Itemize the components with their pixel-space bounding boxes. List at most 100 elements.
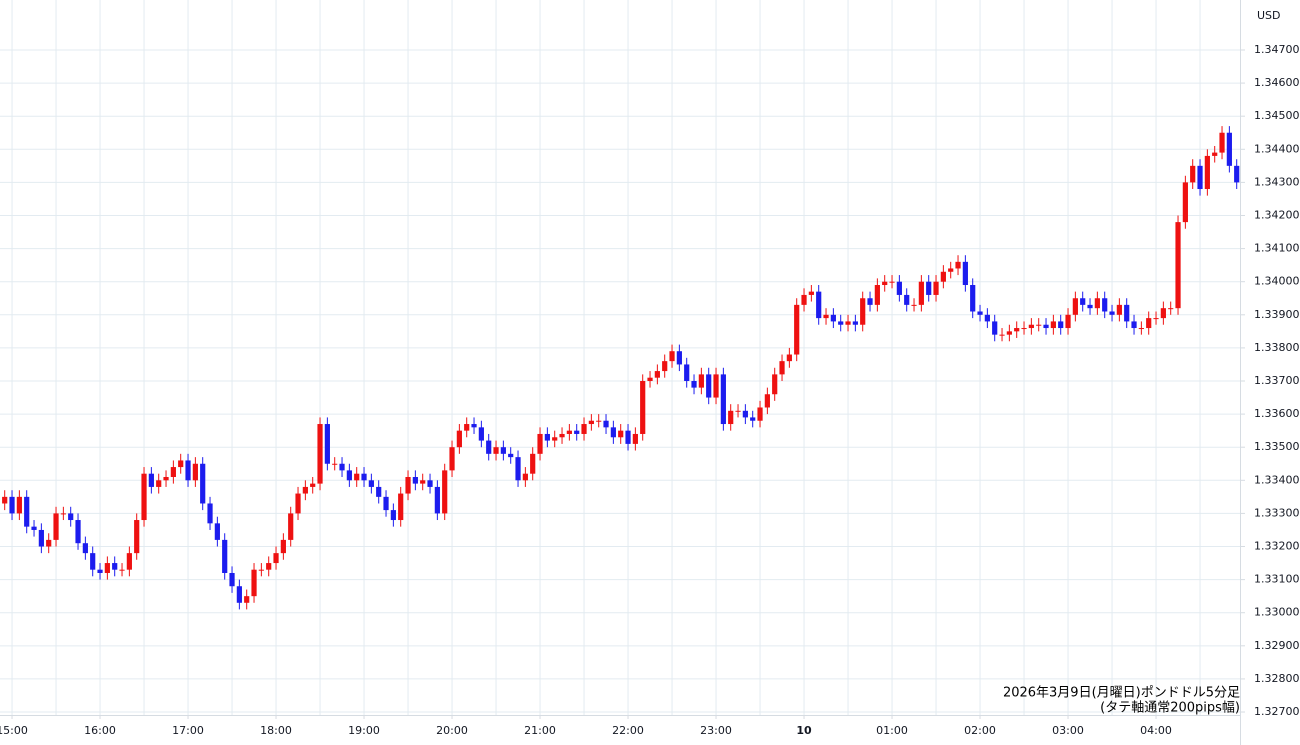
candle-body bbox=[148, 473, 154, 487]
candle-body bbox=[126, 553, 132, 570]
candle-body bbox=[405, 476, 411, 494]
candle-body bbox=[603, 420, 609, 428]
candle-body bbox=[1197, 165, 1203, 190]
candle-body bbox=[119, 569, 125, 571]
candle-body bbox=[412, 476, 418, 484]
x-tick-label: 03:00 bbox=[1052, 724, 1084, 737]
candle-body bbox=[889, 281, 895, 283]
candle-body bbox=[38, 529, 44, 547]
candle-body bbox=[1094, 298, 1100, 309]
candle-body bbox=[522, 473, 528, 481]
candle-body bbox=[823, 314, 829, 319]
candle-body bbox=[882, 281, 888, 286]
candle-body bbox=[24, 496, 30, 527]
candle-body bbox=[1182, 182, 1188, 223]
candle-body bbox=[581, 424, 587, 434]
y-tick-label: 1.33300 bbox=[1254, 506, 1300, 519]
candle-body bbox=[530, 453, 536, 474]
candle-body bbox=[456, 430, 462, 448]
candle-body bbox=[845, 321, 851, 325]
y-tick-label: 1.33000 bbox=[1254, 606, 1300, 619]
candle-body bbox=[346, 470, 352, 481]
candle-body bbox=[757, 407, 763, 421]
candle-body bbox=[874, 285, 880, 305]
candle-body bbox=[625, 430, 631, 444]
candle-body bbox=[918, 281, 924, 305]
candle-body bbox=[258, 569, 264, 571]
candle-body bbox=[1124, 304, 1130, 322]
candle-body bbox=[1006, 331, 1012, 335]
annotation: 2026年3月9日(月曜日)ポンドドル5分足 bbox=[1003, 686, 1240, 701]
candle-body bbox=[728, 410, 734, 425]
candle-body bbox=[706, 374, 712, 398]
candle-body bbox=[852, 321, 858, 325]
y-tick-label: 1.34300 bbox=[1254, 175, 1300, 188]
candles bbox=[2, 126, 1240, 610]
candle-body bbox=[273, 553, 279, 564]
candle-body bbox=[654, 371, 660, 378]
candle-body bbox=[574, 430, 580, 434]
x-axis: 15:00 16:00 17:00 18:00 19:00 20:00 21:00 22:00… bbox=[0, 715, 1172, 737]
candle-body bbox=[1190, 165, 1196, 183]
candle-body bbox=[801, 294, 807, 305]
candle-body bbox=[178, 460, 184, 468]
x-tick-label: 16:00 bbox=[84, 724, 116, 737]
grid bbox=[0, 0, 1240, 715]
candle-body bbox=[860, 298, 866, 325]
x-tick-label: 23:00 bbox=[700, 724, 732, 737]
y-tick-label: 1.32900 bbox=[1254, 639, 1300, 652]
candle-body bbox=[16, 496, 22, 514]
candle-body bbox=[398, 493, 404, 521]
y-tick-label: 1.32800 bbox=[1254, 672, 1300, 685]
y-tick-label: 1.34000 bbox=[1254, 275, 1300, 288]
x-tick-label: 17:00 bbox=[172, 724, 204, 737]
y-tick-label: 1.34200 bbox=[1254, 208, 1300, 221]
candle-body bbox=[647, 377, 653, 382]
candle-body bbox=[317, 424, 323, 484]
candle-body bbox=[610, 427, 616, 438]
y-tick-label: 1.33100 bbox=[1254, 573, 1300, 586]
candle-body bbox=[207, 503, 213, 524]
candle-body bbox=[588, 420, 594, 425]
candle-body bbox=[1131, 321, 1137, 329]
candle-body bbox=[185, 460, 191, 481]
candle-body bbox=[1204, 155, 1210, 190]
candle-body bbox=[772, 374, 778, 395]
candle-body bbox=[68, 513, 74, 521]
candle-body bbox=[368, 480, 374, 487]
candle-body bbox=[229, 572, 235, 587]
candle-body bbox=[940, 271, 946, 282]
candle-body bbox=[170, 467, 176, 477]
candle-body bbox=[992, 321, 998, 335]
candle-body bbox=[1146, 318, 1152, 329]
candle-body bbox=[332, 463, 338, 465]
candle-body bbox=[676, 351, 682, 365]
candle-body bbox=[596, 420, 602, 422]
candle-body bbox=[515, 457, 521, 481]
candle-body bbox=[764, 394, 770, 408]
candle-body bbox=[977, 311, 983, 315]
candle-body bbox=[786, 354, 792, 362]
x-tick-label: 20:00 bbox=[436, 724, 468, 737]
candle-body bbox=[1138, 328, 1144, 330]
candle-body bbox=[236, 586, 242, 603]
candle-body bbox=[302, 486, 308, 494]
candle-body bbox=[310, 483, 316, 487]
candle-body bbox=[1036, 324, 1042, 326]
x-tick-label: 04:00 bbox=[1140, 724, 1172, 737]
annotation: (タテ軸通常200pips幅) bbox=[1100, 701, 1240, 716]
candle-body bbox=[9, 496, 15, 514]
candle-body bbox=[156, 480, 162, 487]
candle-body bbox=[1050, 321, 1056, 329]
candle-body bbox=[427, 480, 433, 487]
candle-body bbox=[266, 563, 272, 570]
y-tick-label: 1.33400 bbox=[1254, 473, 1300, 486]
candle-body bbox=[97, 569, 103, 573]
candle-body bbox=[970, 285, 976, 312]
candle-body bbox=[508, 453, 514, 458]
candle-body bbox=[691, 381, 697, 388]
candle-body bbox=[720, 374, 726, 425]
candle-body bbox=[251, 569, 257, 597]
candle-body bbox=[376, 486, 382, 497]
candle-body bbox=[163, 476, 169, 481]
